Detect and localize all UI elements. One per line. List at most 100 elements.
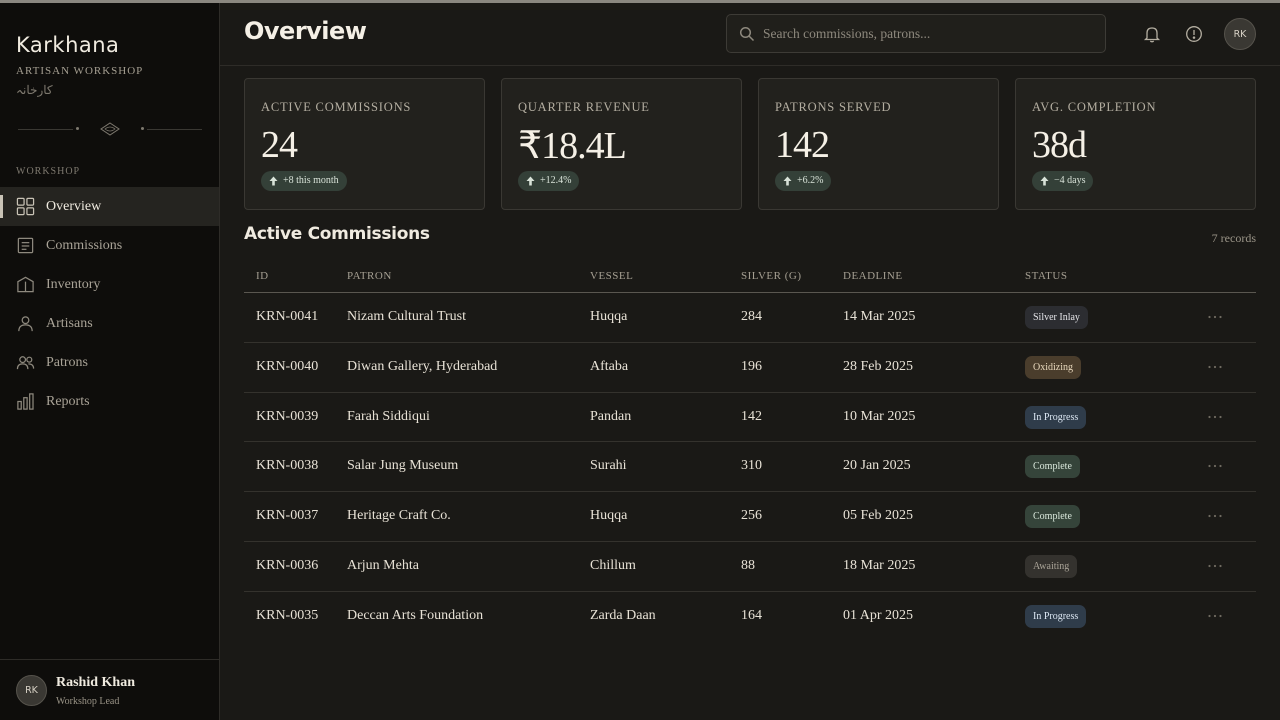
more-options-icon[interactable]: [1206, 606, 1224, 626]
more-options-icon[interactable]: [1206, 407, 1224, 427]
sidebar-item-label: Reports: [46, 393, 90, 409]
sidebar-item-reports[interactable]: Reports: [0, 382, 219, 421]
cell-vessel: Chillum: [590, 557, 636, 573]
stat-label: QUARTER REVENUE: [518, 100, 650, 114]
cell-deadline: 01 Apr 2025: [843, 607, 913, 623]
column-header-deadline[interactable]: DEADLINE: [843, 270, 903, 282]
sidebar-item-label: Artisans: [46, 315, 93, 331]
stat-value: 38d: [1032, 124, 1087, 166]
cell-vessel: Surahi: [590, 458, 627, 474]
column-header-id[interactable]: ID: [256, 270, 269, 282]
sidebar-nav: Overview Commissions Inventory Artisans …: [0, 187, 219, 421]
avatar: RK: [16, 675, 47, 706]
sidebar-item-label: Inventory: [46, 276, 101, 292]
cell-deadline: 10 Mar 2025: [843, 408, 916, 424]
table-row[interactable]: KRN-0041 Nizam Cultural Trust Huqqa 284 …: [244, 293, 1256, 343]
table-row[interactable]: KRN-0035 Deccan Arts Foundation Zarda Da…: [244, 592, 1256, 642]
sidebar-item-commissions[interactable]: Commissions: [0, 226, 219, 265]
grid-icon: [16, 197, 35, 216]
brand-subtitle: ARTISAN WORKSHOP: [16, 65, 144, 77]
cell-id: KRN-0035: [256, 607, 319, 623]
status-badge: Complete: [1025, 455, 1080, 479]
page-title: Overview: [244, 17, 367, 45]
stat-card-quarter-revenue: QUARTER REVENUE ₹18.4L +12.4%: [501, 78, 742, 210]
header-avatar[interactable]: RK: [1224, 18, 1256, 50]
alert-circle-icon[interactable]: [1185, 25, 1203, 43]
stat-trend-text: +12.4%: [540, 175, 572, 186]
arrow-up-icon: [783, 176, 792, 186]
status-badge: Awaiting: [1025, 554, 1078, 578]
stat-trend-text: +8 this month: [283, 175, 339, 186]
cell-silver: 284: [741, 309, 762, 324]
cell-silver: 310: [741, 458, 762, 474]
sidebar-item-label: Commissions: [46, 237, 123, 253]
stat-trend-badge: +8 this month: [261, 171, 347, 191]
stat-value: 142: [775, 124, 830, 166]
table-row[interactable]: KRN-0040 Diwan Gallery, Hyderabad Aftaba…: [244, 343, 1256, 393]
cell-id: KRN-0040: [256, 358, 319, 374]
cell-silver: 256: [741, 508, 762, 524]
sidebar: Karkhana ARTISAN WORKSHOP کارخانہ WORKSH…: [0, 3, 220, 720]
cell-patron: Heritage Craft Co.: [347, 508, 451, 524]
more-options-icon[interactable]: [1206, 556, 1224, 576]
table-row[interactable]: KRN-0036 Arjun Mehta Chillum 88 18 Mar 2…: [244, 542, 1256, 592]
current-user[interactable]: RK Rashid Khan Workshop Lead: [0, 659, 219, 720]
cell-vessel: Huqqa: [590, 309, 628, 324]
more-options-icon[interactable]: [1206, 456, 1224, 476]
column-header-patron[interactable]: PATRON: [347, 270, 392, 282]
cell-patron: Arjun Mehta: [347, 557, 419, 573]
arrow-up-icon: [1040, 176, 1049, 186]
table-row[interactable]: KRN-0039 Farah Siddiqui Pandan 142 10 Ma…: [244, 393, 1256, 443]
table-row[interactable]: KRN-0038 Salar Jung Museum Surahi 310 20…: [244, 442, 1256, 493]
stat-trend-badge: +12.4%: [518, 171, 580, 191]
sidebar-section-label: WORKSHOP: [16, 166, 81, 177]
cell-patron: Farah Siddiqui: [347, 408, 430, 424]
cell-id: KRN-0036: [256, 557, 319, 573]
search-input[interactable]: [763, 15, 1093, 52]
stat-card-avg-completion: AVG. COMPLETION 38d −4 days: [1015, 78, 1256, 210]
cell-patron: Deccan Arts Foundation: [347, 607, 484, 623]
sidebar-item-patrons[interactable]: Patrons: [0, 343, 219, 382]
cell-id: KRN-0039: [256, 408, 319, 424]
sidebar-item-label: Overview: [46, 198, 102, 214]
arrow-up-icon: [526, 176, 535, 186]
column-header-status[interactable]: STATUS: [1025, 270, 1068, 282]
people-icon: [16, 356, 35, 370]
more-options-icon[interactable]: [1206, 307, 1224, 327]
table-body: KRN-0041 Nizam Cultural Trust Huqqa 284 …: [244, 293, 1256, 642]
sidebar-item-inventory[interactable]: Inventory: [0, 265, 219, 304]
cell-deadline: 14 Mar 2025: [843, 309, 916, 324]
stat-card-patrons-served: PATRONS SERVED 142 +6.2%: [758, 78, 999, 210]
search-box: [726, 14, 1106, 53]
brand-urdu-name: کارخانہ: [16, 83, 53, 97]
search-icon: [739, 26, 755, 42]
stat-label: ACTIVE COMMISSIONS: [261, 100, 412, 114]
cell-vessel: Huqqa: [590, 508, 628, 524]
bell-icon[interactable]: [1143, 25, 1161, 43]
cell-patron: Nizam Cultural Trust: [347, 309, 467, 324]
status-badge: In Progress: [1025, 405, 1087, 429]
top-header: Overview RK: [220, 3, 1280, 66]
cell-deadline: 28 Feb 2025: [843, 358, 913, 374]
cell-deadline: 18 Mar 2025: [843, 557, 916, 573]
column-header-vessel[interactable]: VESSEL: [590, 270, 634, 282]
sidebar-item-label: Patrons: [46, 354, 88, 370]
sidebar-item-overview[interactable]: Overview: [0, 187, 219, 226]
stat-label: AVG. COMPLETION: [1032, 100, 1157, 114]
stat-value: ₹18.4L: [518, 125, 627, 167]
cell-id: KRN-0041: [256, 309, 319, 324]
column-header-silver[interactable]: SILVER (G): [741, 270, 802, 282]
more-options-icon[interactable]: [1206, 357, 1224, 377]
status-badge: Complete: [1025, 505, 1080, 529]
cell-vessel: Pandan: [590, 408, 632, 424]
table-row[interactable]: KRN-0037 Heritage Craft Co. Huqqa 256 05…: [244, 492, 1256, 542]
stat-value: 24: [261, 124, 298, 166]
sidebar-item-artisans[interactable]: Artisans: [0, 304, 219, 343]
more-options-icon[interactable]: [1206, 506, 1224, 526]
cell-patron: Salar Jung Museum: [347, 458, 459, 474]
cell-silver: 196: [741, 358, 762, 374]
stat-trend-text: +6.2%: [797, 175, 824, 186]
record-count: 7 records: [1211, 231, 1256, 245]
cell-silver: 164: [741, 607, 762, 623]
cell-patron: Diwan Gallery, Hyderabad: [347, 358, 498, 374]
